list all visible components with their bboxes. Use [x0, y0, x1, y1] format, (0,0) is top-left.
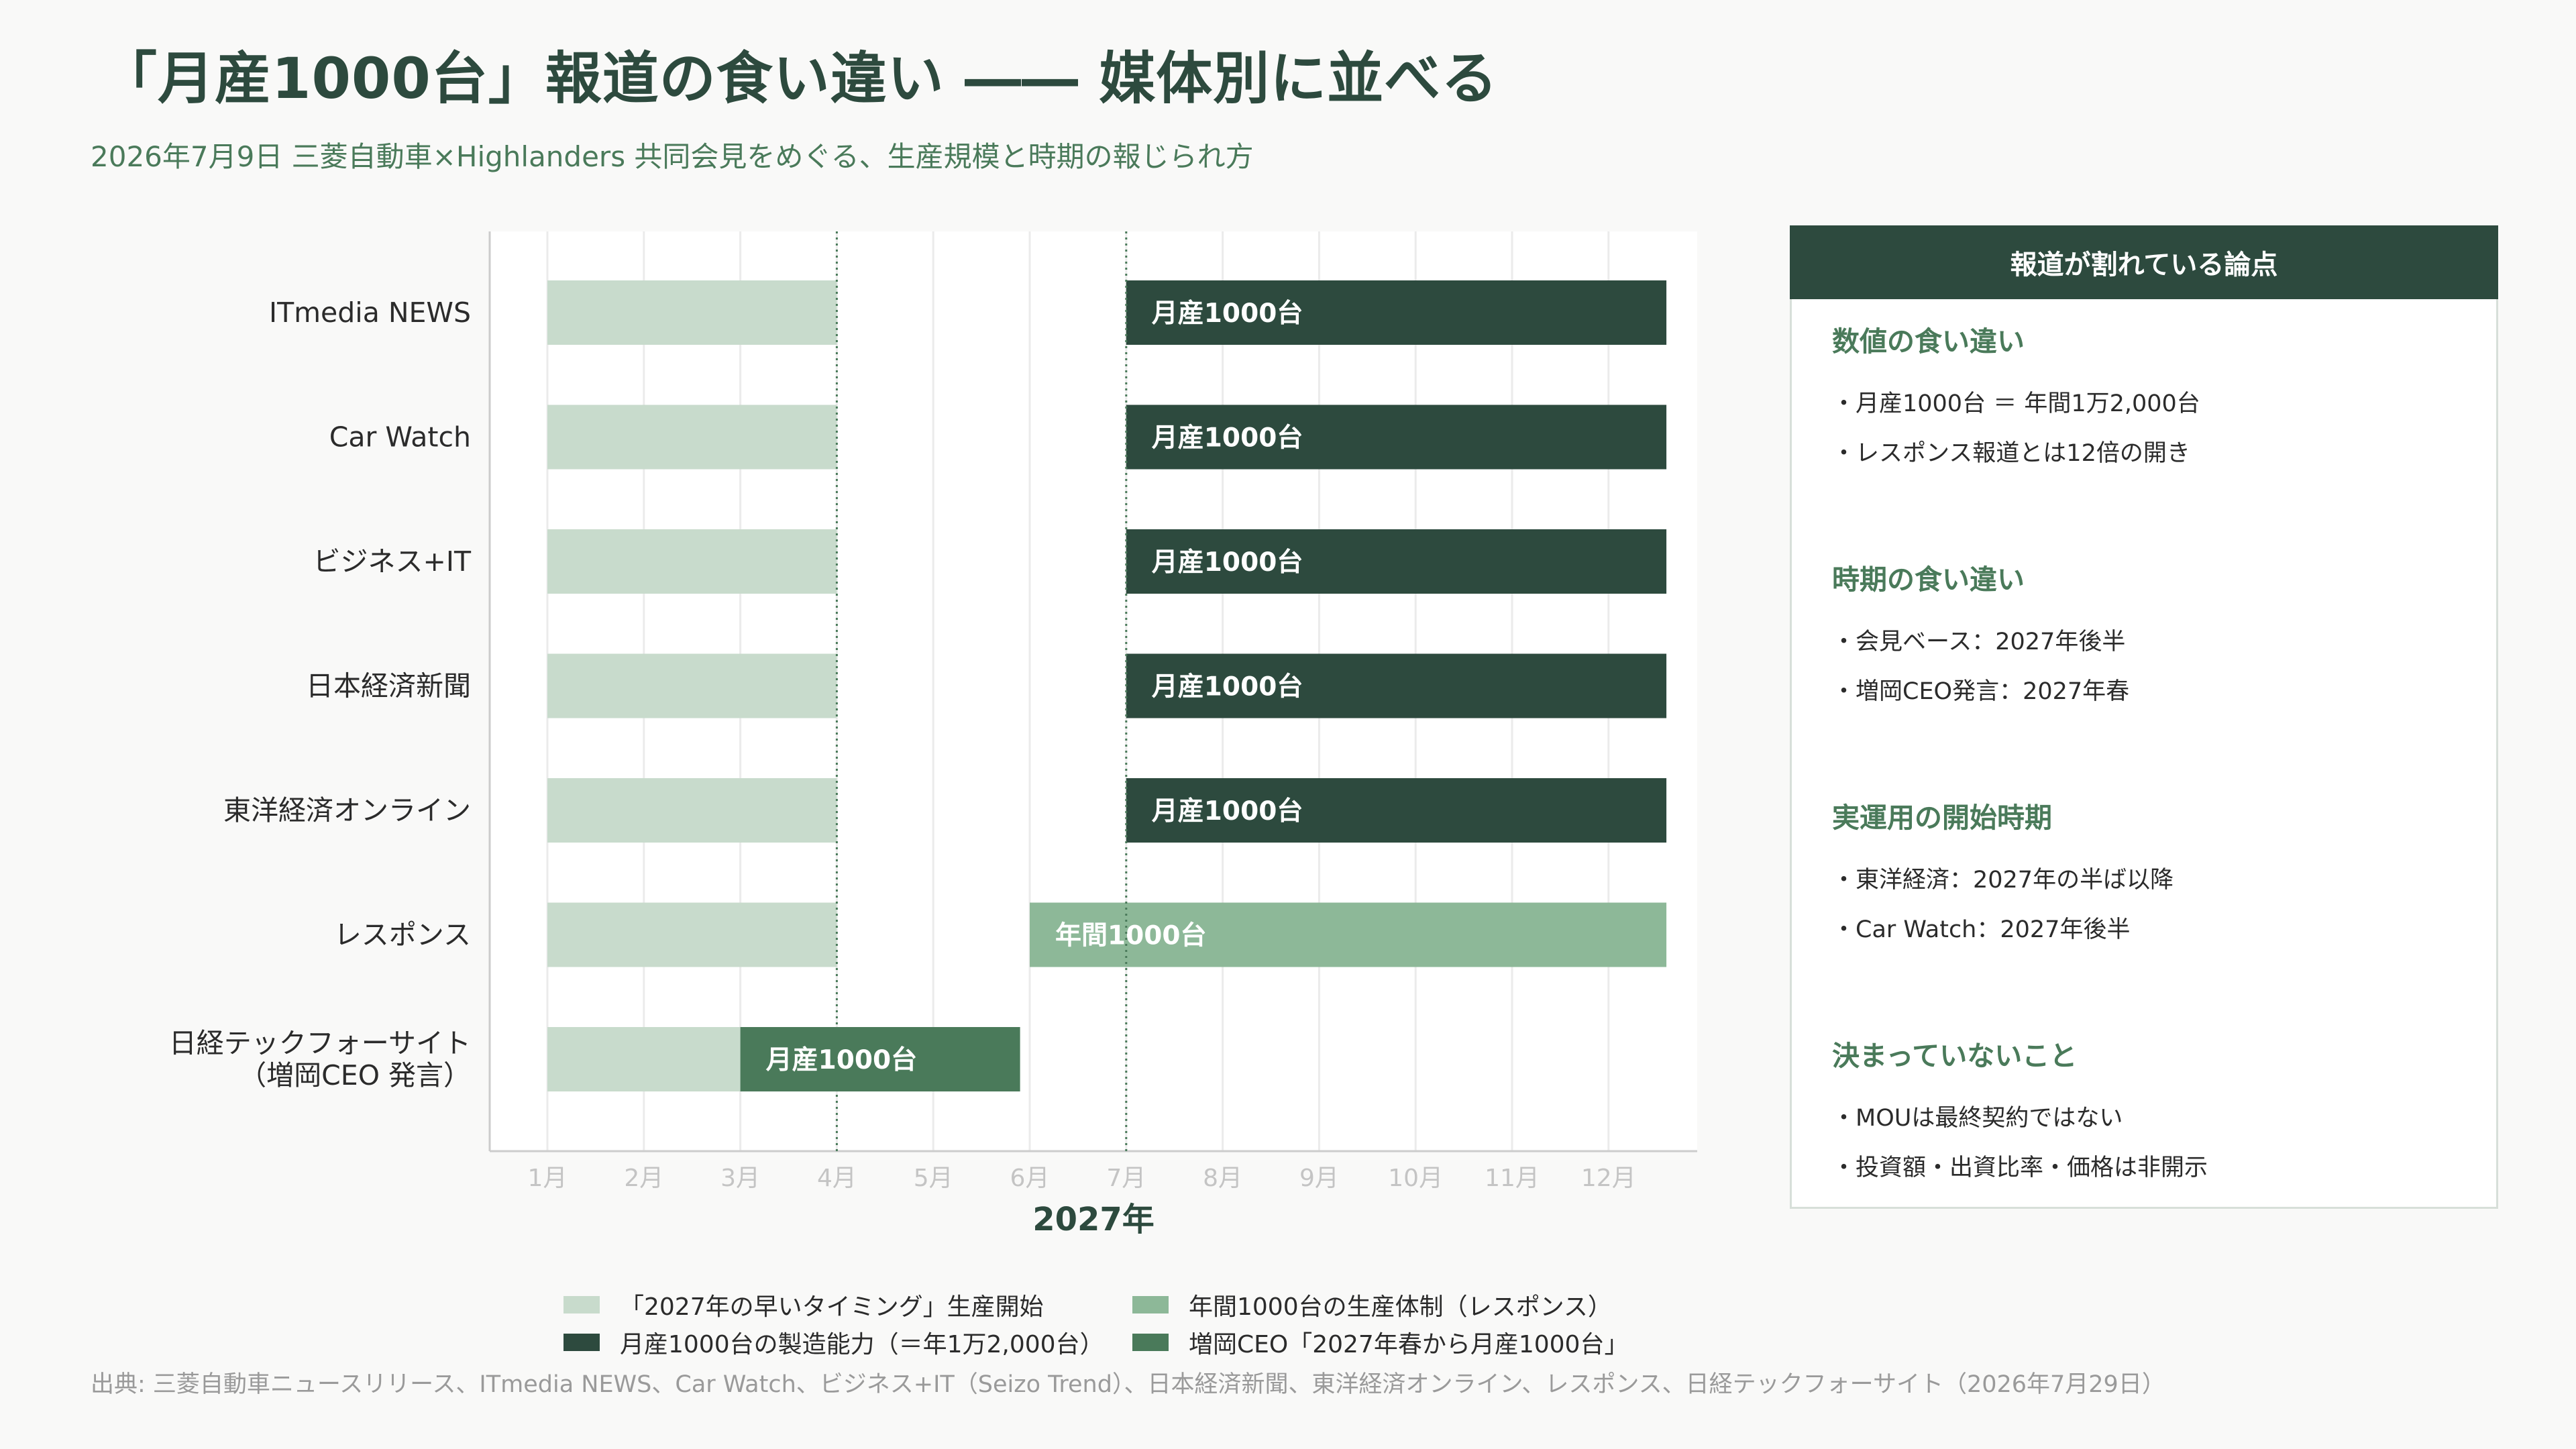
timeline-bar	[547, 405, 837, 470]
bar-label: 年間1000台	[1055, 921, 1207, 951]
category-label: 日経テックフォーサイト	[169, 1027, 471, 1059]
legend-item: 月産1000台の製造能力（＝年1万2,000台）	[564, 1326, 1104, 1359]
legend-label: 「2027年の早いタイミング」生産開始	[620, 1293, 1044, 1321]
category-label: 日本経済新聞	[306, 670, 471, 702]
x-tick-label: 9月	[1299, 1165, 1339, 1192]
timeline-bar	[1030, 902, 1667, 967]
x-axis-label: 2027年	[1032, 1201, 1155, 1238]
panel-header: 報道が割れている論点	[1790, 225, 2498, 299]
section-item: ・Car Watch：2027年後半	[1832, 916, 2131, 943]
category-label: ITmedia NEWS	[269, 297, 471, 329]
timeline-bar	[547, 653, 837, 718]
legend-item: 年間1000台の生産体制（レスポンス）	[1132, 1288, 1612, 1322]
bar-label: 月産1000台	[1152, 423, 1303, 453]
x-tick-label: 10月	[1388, 1165, 1443, 1192]
x-tick-label: 7月	[1106, 1165, 1146, 1192]
bar-label: 月産1000台	[1152, 672, 1303, 702]
timeline-bar	[1126, 778, 1667, 843]
timeline-bar	[547, 1027, 741, 1091]
x-tick-label: 6月	[1010, 1165, 1050, 1192]
timeline-bar	[1126, 653, 1667, 718]
x-tick-label: 3月	[720, 1165, 760, 1192]
x-tick-label: 8月	[1203, 1165, 1242, 1192]
section-item: ・投資額・出資比率・価格は非開示	[1832, 1155, 2208, 1181]
timeline-bar	[740, 1027, 1020, 1091]
timeline-bar	[547, 778, 837, 843]
category-label: レスポンス	[334, 919, 471, 951]
legend-swatch	[564, 1334, 600, 1351]
section-title-start: 実運用の開始時期	[1832, 802, 2052, 834]
section-item: ・月産1000台 ＝ 年間1万2,000台	[1832, 390, 2200, 417]
x-tick-label: 4月	[817, 1165, 857, 1192]
timeline-bar	[547, 902, 837, 967]
section-item: ・東洋経済：2027年の半ば以降	[1832, 867, 2174, 894]
category-label: Car Watch	[329, 421, 471, 453]
section-item: ・レスポンス報道とは12倍の開き	[1832, 440, 2190, 467]
section-item: ・増岡CEO発言：2027年春	[1832, 678, 2130, 705]
timeline-bar	[547, 280, 837, 345]
x-tick-label: 1月	[528, 1165, 568, 1192]
section-title-undecided: 決まっていないこと	[1832, 1040, 2078, 1072]
section-title-timing: 時期の食い違い	[1832, 564, 2025, 596]
legend-item: 「2027年の早いタイミング」生産開始	[564, 1288, 1044, 1322]
legend-item: 増岡CEO「2027年春から月産1000台」	[1132, 1326, 1628, 1359]
timeline-chart: 月産1000台月産1000台月産1000台月産1000台月産1000台年間100…	[169, 231, 1697, 1238]
bar-label: 月産1000台	[766, 1045, 918, 1075]
issues-panel: 報道が割れている論点 数値の食い違い ・月産1000台 ＝ 年間1万2,000台…	[1790, 225, 2498, 1209]
legend-label: 増岡CEO「2027年春から月産1000台」	[1189, 1331, 1629, 1358]
section-item: ・MOUは最終契約ではない	[1832, 1105, 2123, 1132]
section-title-numbers: 数値の食い違い	[1832, 325, 2025, 358]
source-note: 出典: 三菱自動車ニュースリリース、ITmedia NEWS、Car Watch…	[91, 1371, 2165, 1398]
page-title: 「月産1000台」報道の食い違い ―― 媒体別に並べる	[101, 46, 1499, 111]
x-tick-label: 2月	[624, 1165, 663, 1192]
timeline-bar	[547, 529, 837, 594]
legend-swatch	[564, 1296, 600, 1313]
bar-label: 月産1000台	[1152, 299, 1303, 329]
category-label: （増岡CEO 発言）	[239, 1059, 471, 1091]
bar-label: 月産1000台	[1152, 547, 1303, 578]
x-tick-label: 11月	[1485, 1165, 1540, 1192]
timeline-bar	[1126, 529, 1667, 594]
page-subtitle: 2026年7月9日 三菱自動車×Highlanders 共同会見をめぐる、生産規…	[91, 140, 1254, 173]
legend-label: 月産1000台の製造能力（＝年1万2,000台）	[620, 1331, 1104, 1358]
category-label: 東洋経済オンライン	[223, 794, 471, 826]
legend-swatch	[1132, 1296, 1169, 1313]
legend-swatch	[1132, 1334, 1169, 1351]
category-label: ビジネス+IT	[313, 545, 472, 578]
section-item: ・会見ベース：2027年後半	[1832, 629, 2126, 655]
x-tick-label: 12月	[1581, 1165, 1636, 1192]
timeline-bar	[1126, 280, 1667, 345]
legend-label: 年間1000台の生産体制（レスポンス）	[1189, 1293, 1612, 1321]
timeline-bar	[1126, 405, 1667, 470]
x-tick-label: 5月	[914, 1165, 953, 1192]
bar-label: 月産1000台	[1152, 796, 1303, 826]
